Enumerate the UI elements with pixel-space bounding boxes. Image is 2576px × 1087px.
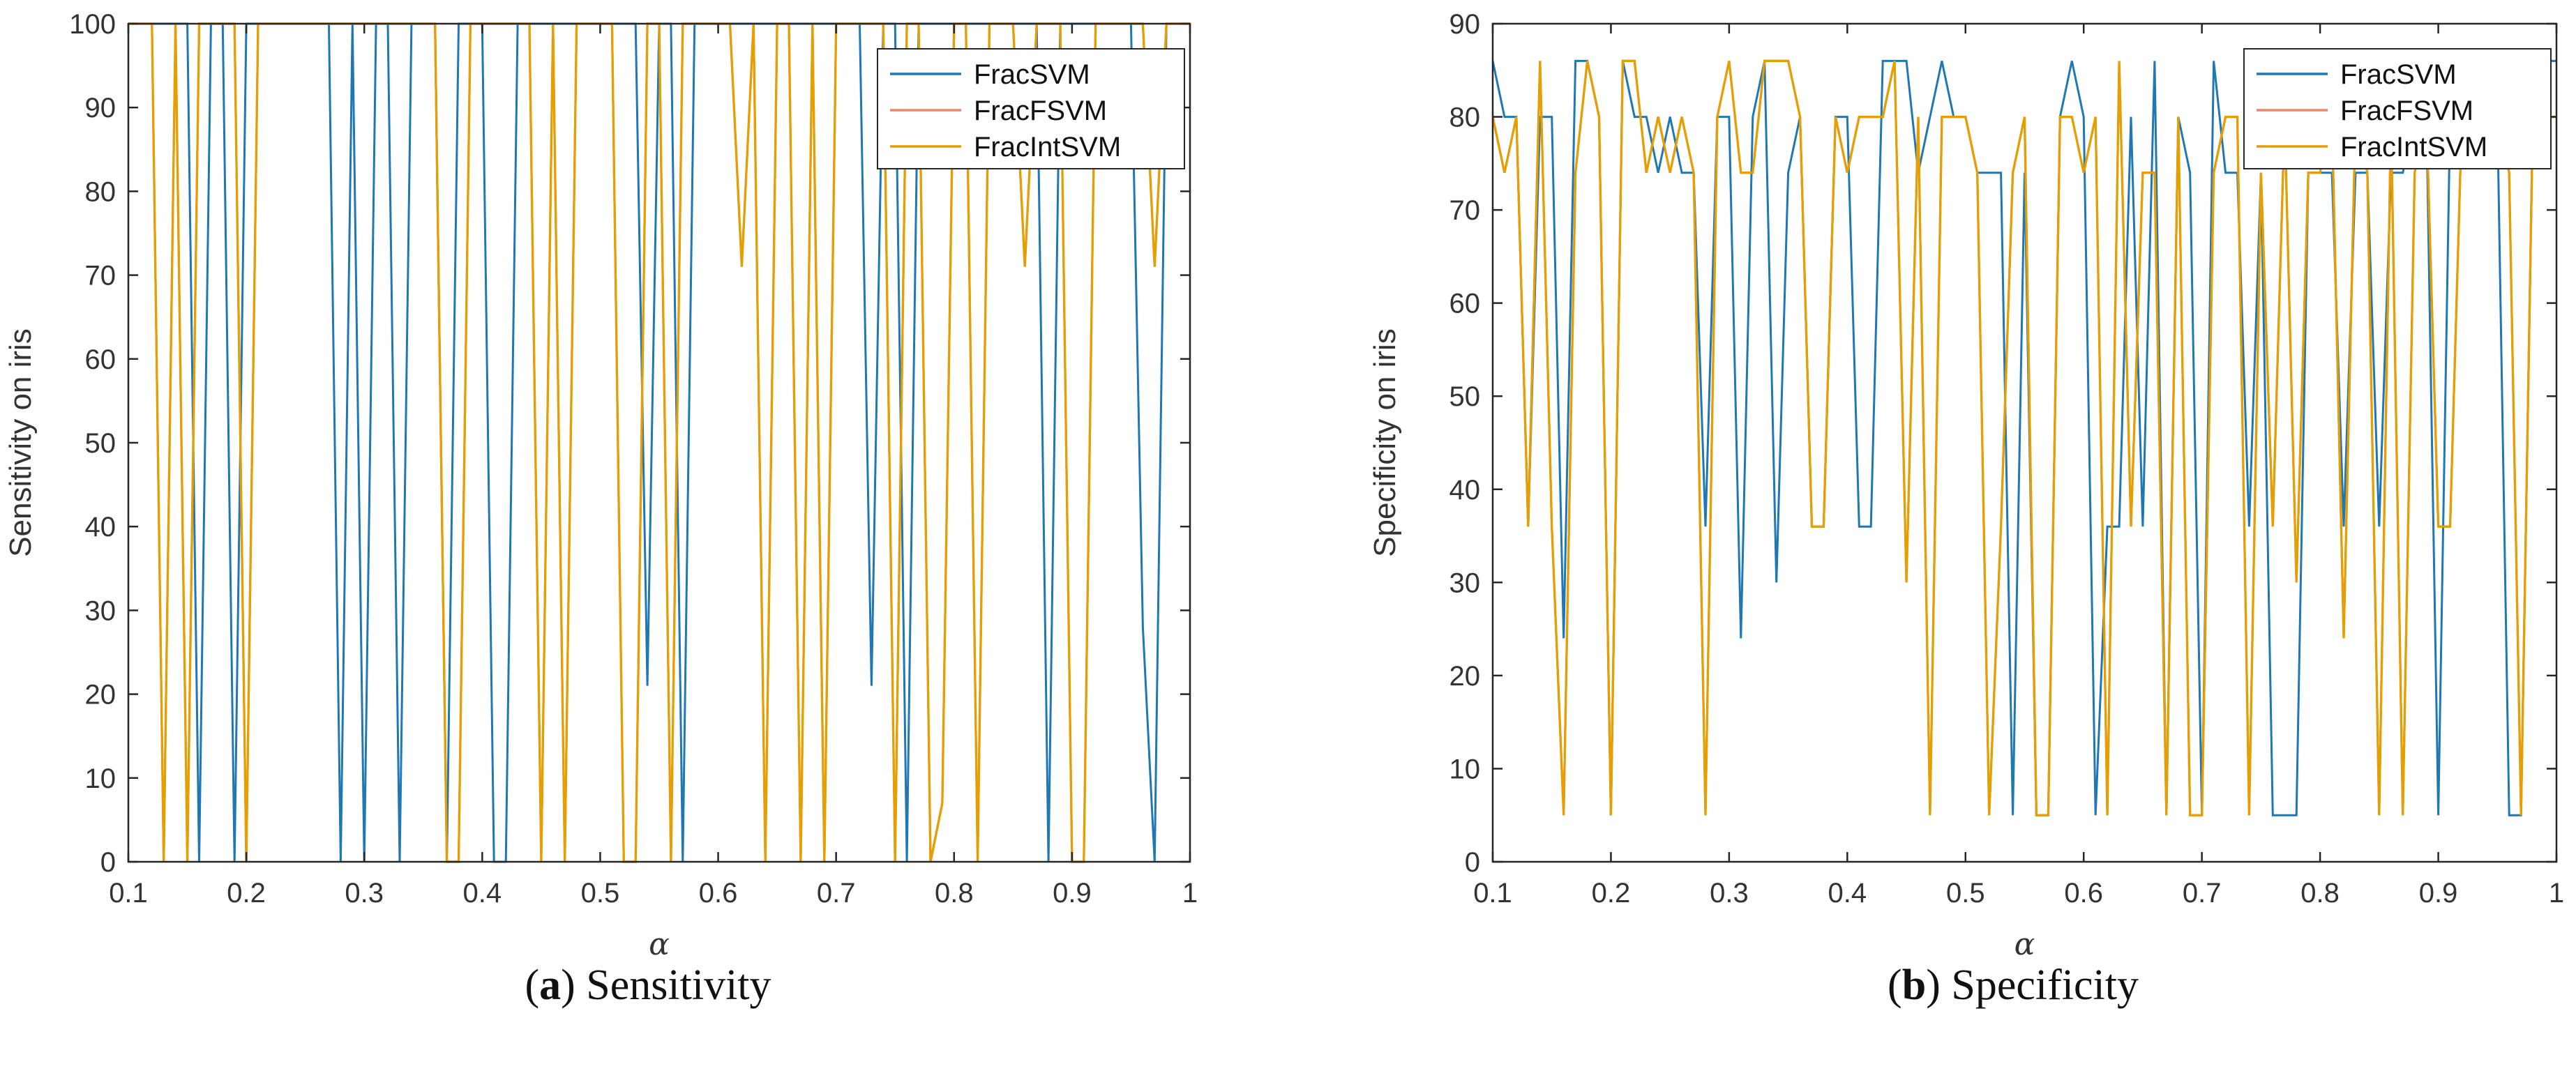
y-tick-label: 20 xyxy=(1449,661,1481,692)
x-tick-label: 0.9 xyxy=(2419,878,2458,909)
y-tick-label: 10 xyxy=(85,763,116,794)
x-axis-label: α xyxy=(2014,927,2035,962)
legend: FracSVM FracFSVM FracIntSVM xyxy=(877,48,1185,169)
x-tick-label: 0.2 xyxy=(227,878,266,909)
panel-a: 0.1 0.2 0.3 0.4 0.5 0.6 0.7 0.8 0.9 1010203040506… xyxy=(3,9,1198,962)
y-tick-label: 80 xyxy=(1449,102,1481,133)
x-tick-label: 0.9 xyxy=(1053,878,1092,909)
x-tick-label: 0.1 xyxy=(1473,878,1512,909)
x-tick-label: 0.5 xyxy=(581,878,620,909)
y-tick-label: 50 xyxy=(85,428,116,459)
caption-a: (a) Sensitivity xyxy=(525,961,771,1009)
y-tick-label: 50 xyxy=(1449,381,1481,412)
legend-label-fracfsvm: FracFSVM xyxy=(2340,96,2473,126)
y-tick-label: 0 xyxy=(100,847,116,878)
y-tick-label: 30 xyxy=(85,595,116,626)
y-tick-label: 10 xyxy=(1449,754,1481,784)
y-tick-label: 0 xyxy=(1465,847,1480,878)
series-line-fracintsvm xyxy=(1493,59,2556,816)
legend-label-fracsvm: FracSVM xyxy=(974,59,1090,90)
y-tick-label: 100 xyxy=(69,9,116,40)
x-tick-label: 0.7 xyxy=(2183,878,2222,909)
x-tick-label: 0.4 xyxy=(463,878,502,909)
panel-b: 0.1 0.2 0.3 0.4 0.5 0.6 0.7 0.8 0.9 1010203040506… xyxy=(1368,9,2564,962)
legend-box xyxy=(877,48,1185,169)
caption-b: (b) Specificity xyxy=(1888,961,2139,1009)
x-tick-label: 0.3 xyxy=(1710,878,1749,909)
y-tick-label: 70 xyxy=(1449,195,1481,226)
legend-label-fracintsvm: FracIntSVM xyxy=(974,132,1121,162)
y-tick-label: 20 xyxy=(85,680,116,710)
legend-label-fracintsvm: FracIntSVM xyxy=(2340,132,2487,162)
series-group xyxy=(1493,59,2556,816)
caption-a-text: Sensitivity xyxy=(586,961,771,1009)
y-axis-label: Sensitivity on iris xyxy=(3,328,38,557)
caption-b-text: Specificity xyxy=(1951,961,2139,1009)
y-tick-label: 80 xyxy=(85,176,116,207)
x-tick-label: 0.8 xyxy=(935,878,974,909)
y-tick-label: 70 xyxy=(85,261,116,291)
legend-label-fracsvm: FracSVM xyxy=(2340,59,2457,90)
y-tick-label: 60 xyxy=(85,344,116,375)
legend: FracSVM FracFSVM FracIntSVM xyxy=(2243,48,2552,169)
y-tick-label: 90 xyxy=(85,93,116,123)
x-tick-label: 0.7 xyxy=(817,878,856,909)
x-tick-label: 0.4 xyxy=(1828,878,1867,909)
x-tick-label: 0.6 xyxy=(699,878,738,909)
y-axis-label: Specificity on iris xyxy=(1368,328,1402,557)
x-tick-label: 0.5 xyxy=(1946,878,1985,909)
caption-a-tag: a xyxy=(539,961,562,1009)
caption-b-tag: b xyxy=(1901,961,1927,1009)
y-tick-label: 60 xyxy=(1449,289,1481,319)
y-tick-label: 40 xyxy=(1449,475,1481,506)
x-axis-label: α xyxy=(649,927,670,962)
x-tick-label: 0.1 xyxy=(109,878,148,909)
x-tick-label: 1 xyxy=(2549,878,2564,909)
x-tick-label: 1 xyxy=(1182,878,1198,909)
x-tick-label: 0.8 xyxy=(2300,878,2340,909)
x-tick-label: 0.6 xyxy=(2064,878,2103,909)
y-tick-label: 90 xyxy=(1449,9,1481,40)
y-tick-label: 30 xyxy=(1449,568,1481,598)
x-tick-label: 0.2 xyxy=(1592,878,1631,909)
y-tick-label: 40 xyxy=(85,512,116,542)
axes-box xyxy=(1491,22,2558,863)
x-tick-label: 0.3 xyxy=(345,878,384,909)
legend-label-fracfsvm: FracFSVM xyxy=(974,96,1107,126)
legend-box xyxy=(2243,48,2552,169)
